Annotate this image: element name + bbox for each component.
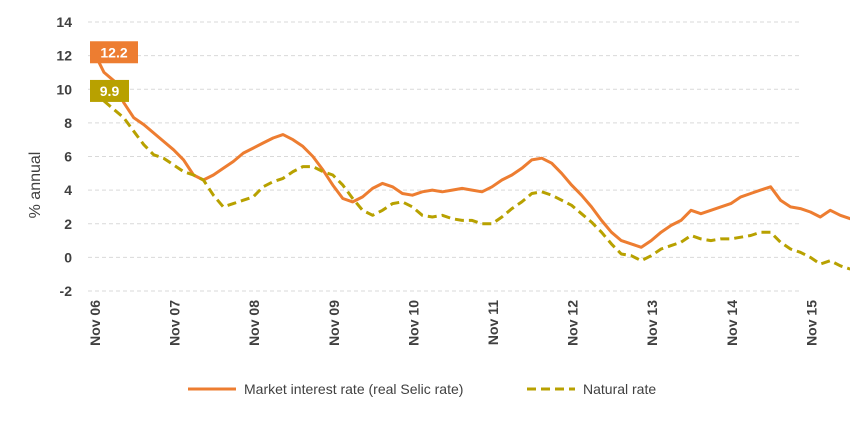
y-tick-label: 4 [64,182,72,198]
x-tick-label: Nov 15 [803,300,819,346]
data-label-text: 12.2 [100,44,127,60]
y-tick-label: 14 [56,14,72,30]
y-tick-label: 0 [64,249,72,265]
y-tick-label: -2 [60,283,73,299]
x-tick-label: Nov 11 [485,300,501,345]
x-tick-label: Nov 08 [246,300,262,346]
gridlines [88,21,800,292]
x-tick-label: Nov 06 [87,300,103,346]
y-tick-label: 6 [64,149,72,165]
legend-label: Natural rate [583,381,656,397]
x-tick-label: Nov 13 [644,300,660,346]
y-tick-label: 8 [64,115,72,131]
y-tick-label: 12 [56,48,72,64]
y-tick-label: 2 [64,216,72,232]
legend-item-0: Market interest rate (real Selic rate) [188,381,463,397]
legend-label: Market interest rate (real Selic rate) [244,381,463,397]
data-label-text: 9.9 [100,83,120,99]
legend: Market interest rate (real Selic rate) Na… [188,381,656,397]
y-axis-label: % annual [27,152,44,219]
x-axis-ticks: Nov 06 Nov 07 Nov 08 Nov 09 Nov 10 Nov 11 Nov … [87,300,819,346]
x-tick-label: Nov 12 [565,300,581,346]
y-tick-label: 10 [56,81,72,97]
data-label-box [90,79,129,102]
data-label-start-label: 9.9 [90,79,129,102]
x-tick-label: Nov 07 [167,300,183,346]
x-tick-label: Nov 09 [326,300,342,346]
series-line-0 [92,50,850,249]
y-axis-ticks: -2 0 2 4 6 8 10 12 14 [56,14,72,299]
legend-item-1: Natural rate [527,381,656,397]
series-line-1 [92,89,850,271]
data-label-start-label: 12.2 [90,41,138,64]
x-tick-label: Nov 10 [405,300,421,346]
end-labels: 12.22.39.9-0.7 [90,41,138,102]
data-label-box [90,41,138,64]
series-lines [92,50,850,271]
x-tick-label: Nov 14 [724,300,740,346]
